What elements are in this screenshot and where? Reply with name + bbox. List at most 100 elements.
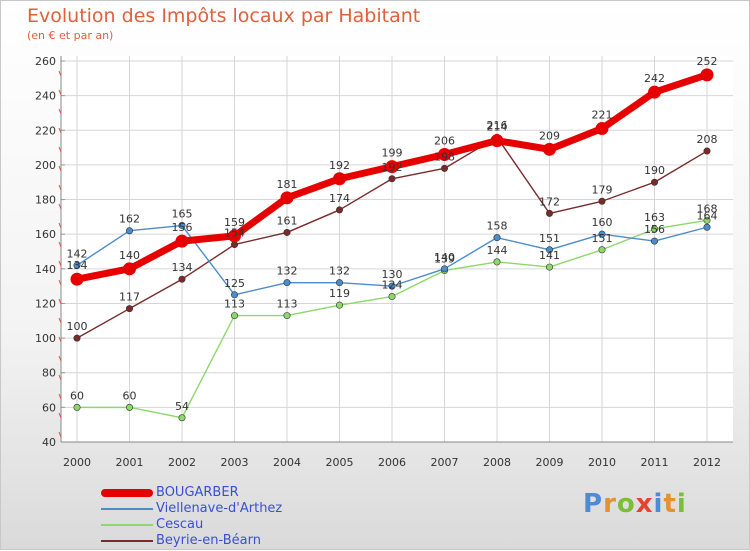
data-label-viellenave-d-arthez: 132 <box>277 265 298 278</box>
axis-dash <box>58 70 62 77</box>
logo-letter: i <box>676 489 687 519</box>
axis-dash <box>58 184 62 191</box>
axis-dash <box>58 260 62 267</box>
point-cescau-2005 <box>335 301 343 309</box>
data-label-viellenave-d-arthez: 158 <box>487 220 508 233</box>
point-cescau-2004 <box>283 312 291 320</box>
data-label-beyrie-en-b-arn: 117 <box>119 291 140 304</box>
point-cescau-2011 <box>650 225 658 233</box>
data-label-beyrie-en-b-arn: 174 <box>329 192 350 205</box>
legend-swatch <box>101 489 153 497</box>
data-labels: 100 117 134 154 161 174 192 198 216 172 179 190 208 6… <box>67 55 718 413</box>
y-tick-label: 160 <box>35 228 56 241</box>
data-label-bougarber: 192 <box>329 159 350 172</box>
data-label-cescau: 60 <box>123 389 137 402</box>
x-tick-label: 2001 <box>116 456 144 469</box>
point-bougarber-2005 <box>333 172 346 186</box>
data-label-viellenave-d-arthez: 130 <box>382 268 403 281</box>
point-viellenave-d-arthez-2007 <box>440 265 448 273</box>
data-label-cescau: 151 <box>592 232 613 245</box>
axes: 40 60 80 100 120 140 160 180 200 220 240 260 2000 200… <box>35 55 733 469</box>
axis-dash <box>58 89 62 96</box>
data-label-cescau: 60 <box>70 389 84 402</box>
point-viellenave-d-arthez-2006 <box>388 282 396 290</box>
data-label-cescau: 139 <box>434 253 455 266</box>
data-label-beyrie-en-b-arn: 172 <box>539 195 560 208</box>
point-beyrie-en-b-arn-2001 <box>126 305 134 313</box>
data-label-cescau: 119 <box>329 287 350 300</box>
y-tick-label: 40 <box>42 436 56 449</box>
point-beyrie-en-b-arn-2006 <box>388 175 396 183</box>
legend-swatch <box>101 524 153 526</box>
logo-letter: r <box>603 489 617 519</box>
x-tick-label: 2003 <box>221 456 249 469</box>
axis-dash <box>58 203 62 210</box>
logo-letter: i <box>653 489 664 519</box>
point-bougarber-2010 <box>595 122 609 136</box>
point-viellenave-d-arthez-2010 <box>598 230 606 238</box>
chart-title: Evolution des Impôts locaux par Habitant <box>27 5 421 27</box>
point-beyrie-en-b-arn-2012 <box>703 147 711 155</box>
x-tick-label: 2008 <box>483 456 511 469</box>
point-bougarber-2012 <box>700 68 714 82</box>
legend-swatch <box>101 508 153 510</box>
data-label-cescau: 113 <box>224 298 245 311</box>
y-tick-label: 100 <box>35 332 56 345</box>
y-tick-label: 120 <box>35 297 56 310</box>
data-label-viellenave-d-arthez: 165 <box>172 208 193 221</box>
point-viellenave-d-arthez-2002 <box>178 222 186 230</box>
data-label-cescau: 54 <box>175 400 189 413</box>
axis-dash <box>58 279 62 286</box>
x-tick-label: 2002 <box>168 456 196 469</box>
point-bougarber-2009 <box>543 142 556 156</box>
point-bougarber-2000 <box>70 272 84 286</box>
data-label-cescau: 168 <box>697 202 718 215</box>
data-label-bougarber: 206 <box>434 135 455 148</box>
data-label-viellenave-d-arthez: 164 <box>697 209 718 222</box>
point-viellenave-d-arthez-2012 <box>703 223 711 231</box>
data-label-beyrie-en-b-arn: 208 <box>697 133 718 146</box>
point-cescau-2012 <box>703 216 711 224</box>
data-label-beyrie-en-b-arn: 134 <box>172 261 193 274</box>
data-label-viellenave-d-arthez: 162 <box>119 213 140 226</box>
data-label-viellenave-d-arthez: 160 <box>592 216 613 229</box>
data-label-viellenave-d-arthez: 156 <box>644 223 665 236</box>
point-cescau-2000 <box>73 403 81 411</box>
data-label-beyrie-en-b-arn: 100 <box>67 320 88 333</box>
chart-subtitle: (en € et par an) <box>27 29 114 42</box>
point-cescau-2009 <box>545 263 553 271</box>
point-bougarber-2011 <box>648 85 661 99</box>
data-label-bougarber: 156 <box>172 221 193 234</box>
data-label-cescau: 144 <box>487 244 508 257</box>
logo-letter: t <box>663 489 677 519</box>
y-tick-label: 240 <box>35 90 56 103</box>
axis-dash <box>58 431 62 438</box>
axis-dash <box>58 127 62 134</box>
point-viellenave-d-arthez-2000 <box>73 261 81 269</box>
x-tick-label: 2012 <box>693 456 721 469</box>
data-label-beyrie-en-b-arn: 161 <box>277 214 298 227</box>
x-tick-label: 2004 <box>273 456 301 469</box>
legend-label: Cescau <box>156 517 204 532</box>
data-label-viellenave-d-arthez: 151 <box>539 232 560 245</box>
proxiti-logo: Proxiti <box>583 489 687 519</box>
point-cescau-2008 <box>493 258 501 266</box>
point-beyrie-en-b-arn-2002 <box>178 275 186 283</box>
axis-dash <box>58 165 62 172</box>
legend-swatch <box>101 540 153 542</box>
point-viellenave-d-arthez-2009 <box>545 246 553 254</box>
series-group <box>70 68 714 422</box>
point-beyrie-en-b-arn-2007 <box>440 164 448 172</box>
axis-dash <box>58 336 62 343</box>
axis-dash <box>58 355 62 362</box>
point-bougarber-2006 <box>385 160 399 174</box>
point-cescau-2006 <box>388 293 396 301</box>
axis-dash <box>58 317 62 324</box>
x-tick-label: 2005 <box>326 456 354 469</box>
logo-letter: x <box>635 489 654 519</box>
point-beyrie-en-b-arn-2000 <box>73 334 81 342</box>
data-label-bougarber: 140 <box>119 249 140 262</box>
data-label-viellenave-d-arthez: 125 <box>224 277 245 290</box>
